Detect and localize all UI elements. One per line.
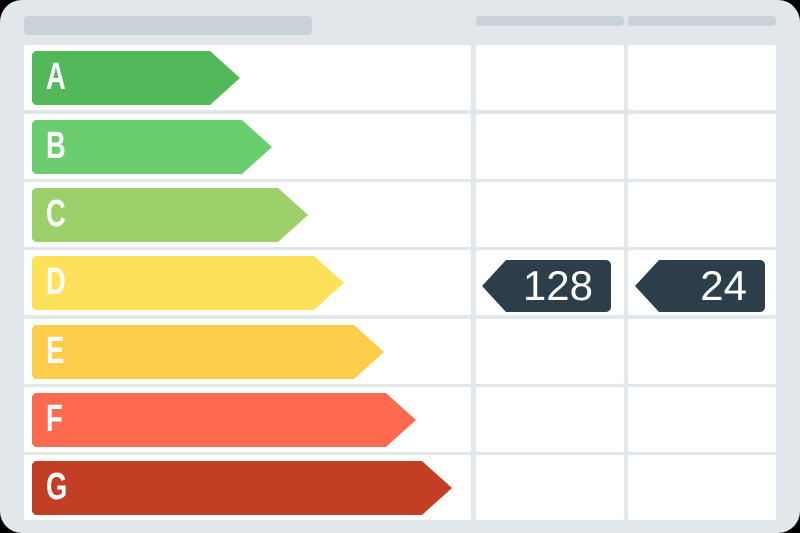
rating-arrow-d: D <box>32 256 344 310</box>
rating-letter: F <box>46 398 63 440</box>
emissions-cell <box>628 455 776 520</box>
rating-arrow-g: G <box>32 461 452 515</box>
rating-letter: B <box>46 125 66 167</box>
header-bar-consumption <box>476 16 624 26</box>
consumption-cell <box>476 387 624 452</box>
rating-letter: D <box>46 261 66 303</box>
consumption-cell <box>476 114 624 179</box>
consumption-cell <box>476 455 624 520</box>
emissions-value-badge: 24 <box>635 260 765 312</box>
header-bar-emissions <box>628 16 776 26</box>
emissions-cell <box>628 319 776 384</box>
consumption-cell <box>476 45 624 110</box>
rating-arrow-e: E <box>32 325 384 379</box>
rating-letter: C <box>46 193 66 235</box>
rating-arrow-c: C <box>32 188 308 242</box>
header-bar-title <box>24 16 312 35</box>
rating-letter: A <box>46 56 66 98</box>
emissions-cell <box>628 45 776 110</box>
emissions-cell <box>628 182 776 247</box>
consumption-value-badge: 128 <box>482 260 611 312</box>
emissions-cell <box>628 114 776 179</box>
rating-letter: G <box>46 466 68 508</box>
rating-arrow-f: F <box>32 393 416 447</box>
consumption-cell <box>476 319 624 384</box>
rating-arrow-b: B <box>32 120 272 174</box>
watermark: habitaclia <box>336 250 454 278</box>
rating-letter: E <box>46 330 65 372</box>
consumption-cell <box>476 182 624 247</box>
emissions-cell <box>628 387 776 452</box>
rating-arrow-a: A <box>32 51 240 105</box>
